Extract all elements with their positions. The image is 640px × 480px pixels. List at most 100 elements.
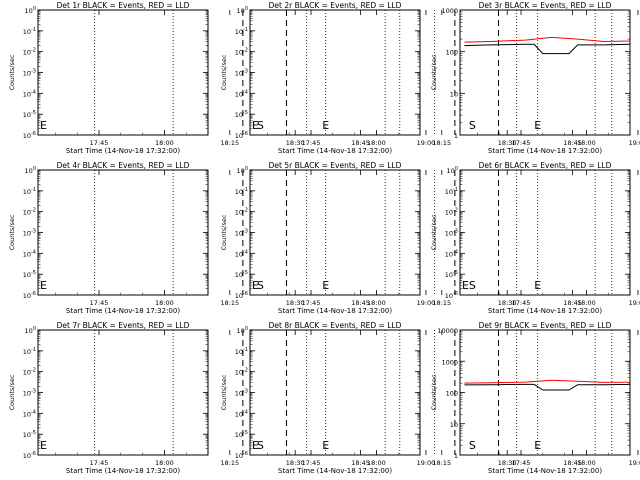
y-tick-label: 10-2: [235, 48, 248, 57]
y-tick-label: 10-5: [235, 270, 248, 279]
x-tick-label: 18:30: [286, 459, 305, 467]
y-tick-label: 10: [450, 90, 458, 98]
plot-frame: [459, 169, 631, 296]
x-tick-label: 18:15: [220, 299, 239, 307]
plot-frame: [249, 329, 421, 456]
x-axis-label: Start Time (14-Nov-18 17:32:00): [488, 467, 602, 475]
y-tick-label: 10-6: [23, 291, 36, 300]
y-tick-label: 10-2: [23, 48, 36, 57]
y-tick-label: 10-4: [23, 89, 36, 98]
marker-e: E: [322, 439, 329, 452]
y-tick-label: 10: [450, 421, 458, 429]
marker-e: E: [534, 119, 541, 132]
y-tick-label: 10-4: [235, 409, 248, 418]
x-tick-label: 18:00: [577, 459, 596, 467]
panel-det-7: Det 7r BLACK = Events, RED = LLD 100 10-1 1…: [8, 321, 435, 475]
panel-title: Det 1r BLACK = Events, RED = LLD: [57, 1, 190, 10]
y-tick-label: 10-4: [235, 249, 248, 258]
x-axis-label: Start Time (14-Nov-18 17:32:00): [278, 467, 392, 475]
y-tick-label: 10-1: [23, 27, 36, 36]
y-axis-label: Counts/sec: [220, 214, 228, 250]
x-tick-label: 18:15: [220, 139, 239, 147]
y-tick-label: 1: [454, 452, 458, 460]
x-tick-label: 18:30: [498, 459, 517, 467]
y-axis-label: Counts/sec: [430, 54, 438, 90]
x-tick-label: 17:45: [512, 299, 531, 307]
panel-det-8: Det 8r BLACK = Events, RED = LLD 100 10-1 1…: [220, 321, 640, 475]
marker-e: E: [252, 279, 259, 292]
x-tick-label: 17:45: [90, 459, 109, 467]
x-tick-label: 18:45: [563, 139, 582, 147]
x-axis-label: Start Time (14-Nov-18 17:32:00): [488, 147, 602, 155]
y-tick-label: 100: [446, 390, 458, 398]
x-tick-label: 18:00: [367, 299, 386, 307]
x-tick-label: 17:45: [90, 139, 109, 147]
x-axis-label: Start Time (14-Nov-18 17:32:00): [278, 307, 392, 315]
y-tick-label: 10-6: [235, 451, 248, 460]
x-tick-label: 19:00: [629, 459, 640, 467]
y-tick-label: 10-2: [235, 208, 248, 217]
x-tick-label: 18:00: [155, 139, 174, 147]
y-axis-label: Counts/sec: [8, 214, 16, 250]
x-axis-label: Start Time (14-Nov-18 17:32:00): [66, 467, 180, 475]
x-tick-label: 18:45: [563, 459, 582, 467]
x-tick-label: 19:00: [417, 139, 436, 147]
y-tick-label: 10-2: [23, 208, 36, 217]
y-tick-label: 100: [237, 166, 248, 175]
y-tick-label: 10-5: [235, 430, 248, 439]
plot-frame: [37, 169, 209, 296]
marker-e: E: [534, 439, 541, 452]
x-tick-label: 18:15: [432, 299, 451, 307]
x-tick-label: 18:30: [286, 139, 305, 147]
lld-series-line: [464, 36, 630, 43]
y-tick-label: 10-6: [445, 291, 458, 300]
x-tick-label: 18:15: [220, 459, 239, 467]
y-tick-label: 10-1: [235, 187, 248, 196]
panel-title: Det 8r BLACK = Events, RED = LLD: [269, 321, 402, 330]
y-axis-label: Counts/sec: [8, 374, 16, 410]
panel-title: Det 4r BLACK = Events, RED = LLD: [57, 161, 190, 170]
x-axis-label: Start Time (14-Nov-18 17:32:00): [488, 307, 602, 315]
marker-e: E: [322, 279, 329, 292]
marker-s: S: [469, 439, 476, 452]
y-tick-label: 100: [447, 166, 458, 175]
y-tick-label: 10-2: [235, 368, 248, 377]
y-tick-label: 10-1: [23, 347, 36, 356]
plot-frame: [459, 9, 631, 136]
x-tick-label: 18:15: [432, 139, 451, 147]
plot-frame: [37, 329, 209, 456]
marker-e: E: [534, 279, 541, 292]
y-tick-label: 10-4: [23, 409, 36, 418]
panel-title: Det 9r BLACK = Events, RED = LLD: [479, 321, 612, 330]
panel-det-1: Det 1r BLACK = Events, RED = LLD 100 10-1 1…: [8, 1, 435, 155]
y-tick-label: 10-4: [23, 249, 36, 258]
marker-e: E: [40, 279, 47, 292]
y-tick-label: 10-2: [445, 208, 458, 217]
y-tick-label: 10-3: [23, 69, 36, 78]
panel-det-2: Det 2r BLACK = Events, RED = LLD 100 10-1 1…: [220, 1, 640, 155]
x-tick-label: 18:00: [155, 299, 174, 307]
x-tick-label: 18:00: [577, 139, 596, 147]
y-tick-label: 1000: [441, 7, 458, 15]
x-tick-label: 19:00: [417, 459, 436, 467]
lld-series-line: [464, 379, 630, 384]
x-tick-label: 19:00: [629, 299, 640, 307]
y-tick-label: 10-5: [23, 110, 36, 119]
x-tick-label: 18:00: [155, 459, 174, 467]
x-tick-label: 18:30: [286, 299, 305, 307]
marker-s: S: [257, 279, 264, 292]
marker-e: E: [322, 119, 329, 132]
y-tick-label: 10-3: [235, 389, 248, 398]
y-tick-label: 10-2: [23, 368, 36, 377]
y-tick-label: 100: [237, 6, 248, 15]
marker-s: S: [257, 439, 264, 452]
y-tick-label: 10-4: [445, 249, 458, 258]
x-tick-label: 17:45: [512, 459, 531, 467]
marker-e: E: [252, 439, 259, 452]
y-tick-label: 10-3: [23, 229, 36, 238]
marker-e: E: [252, 119, 259, 132]
x-tick-label: 19:00: [629, 139, 640, 147]
y-axis-label: Counts/sec: [8, 54, 16, 90]
y-tick-label: 10-3: [235, 229, 248, 238]
y-tick-label: 10-1: [23, 187, 36, 196]
